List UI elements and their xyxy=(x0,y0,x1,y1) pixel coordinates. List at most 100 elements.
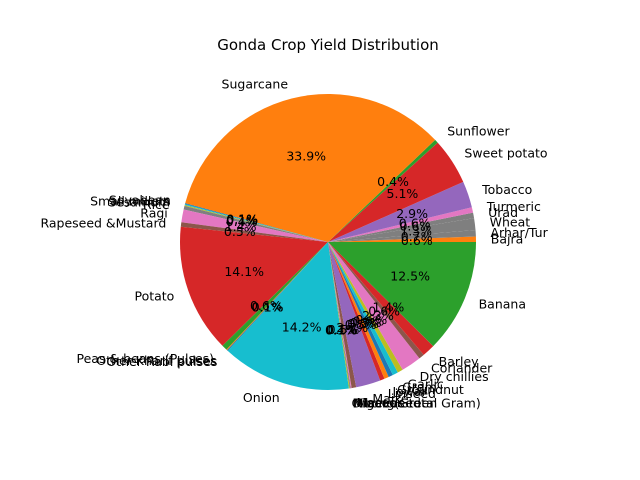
pie-percent-rapeseed-mustard: 0.5% xyxy=(224,224,256,239)
pie-label-tobacco: Tobacco xyxy=(481,182,532,197)
pie-label-maize: Maize xyxy=(372,391,408,406)
pie-label-urad: Urad xyxy=(488,205,518,220)
pie-label-peas-beans-pulses: Peas & beans (Pulses) xyxy=(77,351,215,366)
pie-percent-masoor: 0.5% xyxy=(328,322,360,337)
pie-slice-sugarcane xyxy=(185,93,436,243)
pie-percent-other-rabi-pulses: 0.1% xyxy=(252,300,284,315)
pie-label-potato: Potato xyxy=(134,288,174,303)
pie-slice-barley xyxy=(328,242,434,355)
pie-slice-wheat xyxy=(328,218,476,242)
pie-label-linseed: Linseed xyxy=(388,386,436,401)
pie-label-arhar-tur: Arhar/Tur xyxy=(491,225,549,240)
pie-slice-soyabean xyxy=(184,203,328,242)
pie-slice-peas-beans-pulses xyxy=(222,242,328,350)
pie-percent-arhar-tur: 0.7% xyxy=(401,229,433,244)
pie-percent-coriander: 0.6% xyxy=(368,303,400,318)
pie-slice-niger-seed xyxy=(328,242,352,389)
pie-slice-sesamum xyxy=(184,205,328,242)
pie-percent-wheat: 1.3% xyxy=(400,224,432,239)
pie-percent-sugarcane: 33.9% xyxy=(286,148,326,163)
pie-percent-bajra: 0.6% xyxy=(401,233,433,248)
pie-label-other-kharif-pulses: Other Kharif pulses xyxy=(96,353,216,368)
pie-label-jowar: Jowar xyxy=(391,384,427,399)
pie-label-ragi: Ragi xyxy=(140,206,167,221)
pie-percent-potato: 14.1% xyxy=(224,264,264,279)
pie-slice-gram xyxy=(328,242,398,376)
pie-percent-barley: 1.4% xyxy=(372,300,404,315)
pie-slice-maize xyxy=(328,242,381,388)
pie-label-sunflower: Sunflower xyxy=(447,124,510,139)
pie-slice-tobacco xyxy=(328,181,472,242)
chart-title: Gonda Crop Yield Distribution xyxy=(217,36,439,54)
pie-slice-small-millets xyxy=(184,204,328,242)
pie-slice-banana xyxy=(328,242,476,347)
pie-slice-urad xyxy=(328,212,475,242)
pie-label-masoor: Masoor xyxy=(357,395,403,410)
pie-percent-small-millets: 0.1% xyxy=(226,212,258,227)
pie-slice-arhar-tur xyxy=(328,230,476,242)
pie-label-rice: Rice xyxy=(143,197,170,212)
pie-slice-sweet-potato xyxy=(328,142,464,242)
pie-label-moong-green-gram: Moong(Green Gram) xyxy=(353,395,481,410)
pie-percent-ragi: 1.4% xyxy=(225,219,257,234)
pie-label-onion: Onion xyxy=(243,390,280,405)
pie-label-turmeric: Turmeric xyxy=(486,199,541,214)
pie-percent-linseed: 0.5% xyxy=(345,317,377,332)
pie-label-sweet-potato: Sweet potato xyxy=(464,146,547,161)
pie-label-dry-chillies: Dry chillies xyxy=(420,369,489,384)
pie-slice-dry-chillies xyxy=(328,242,420,370)
pie-label-banana: Banana xyxy=(479,296,526,311)
pie-percent-oilseeds-total: 0.1% xyxy=(325,322,357,337)
pie-label-gram: Gram xyxy=(402,379,437,394)
pie-percent-labels: 0.6%0.7%1.3%0.6%0.6%2.9%5.1%0.4%33.9%0.1… xyxy=(224,148,433,337)
pie-percent-dry-chillies: 2.2% xyxy=(362,308,394,323)
pie-percent-groundnut: 0.5% xyxy=(350,315,382,330)
pie-percent-niger-seed: 0.1% xyxy=(326,322,358,337)
pie-label-barley: Barley xyxy=(439,354,480,369)
pie-label-garlic: Garlic xyxy=(407,377,443,392)
pie-label-niger-seed: Niger seed xyxy=(354,395,421,410)
pie-percent-onion: 14.2% xyxy=(282,319,322,334)
pie-percent-banana: 12.5% xyxy=(390,268,430,283)
pie-slice-jowar xyxy=(328,242,389,379)
pie-percent-sunflower: 0.4% xyxy=(377,174,409,189)
pie-slice-coriander xyxy=(328,242,424,359)
pie-slice-potato xyxy=(179,226,328,346)
pie-percent-moong-green-gram: 0.1% xyxy=(325,322,357,337)
pie-percent-other-kharif-pulses: 0.1% xyxy=(251,299,283,314)
pie-percent-gram: 0.6% xyxy=(353,314,385,329)
pie-percent-jowar: 0.5% xyxy=(347,316,379,331)
pie-percent-turmeric: 0.6% xyxy=(399,215,431,230)
pie-label-wheat: Wheat xyxy=(490,215,531,230)
pie-percent-garlic: 0.6% xyxy=(355,312,387,327)
pie-slice-groundnut xyxy=(328,242,393,377)
pie-slice-onion xyxy=(227,242,349,390)
pie-label-soyabean: Soyabean xyxy=(109,192,171,207)
pie-slices xyxy=(179,93,477,390)
pie-slice-other-rabi-pulses xyxy=(227,242,328,351)
pie-slice-oilseeds-total xyxy=(328,242,350,389)
pie-percent-sweet-potato: 5.1% xyxy=(387,186,419,201)
pie-percent-urad: 0.6% xyxy=(399,219,431,234)
pie-slice-bajra xyxy=(328,236,477,242)
pie-slice-turmeric xyxy=(328,207,474,242)
pie-percent-maize: 2.7% xyxy=(336,320,368,335)
pie-label-other-rabi-pulses: Other Rabi pulses xyxy=(106,354,217,369)
pie-slice-rapeseed-mustard xyxy=(180,222,328,242)
pie-slice-ragi xyxy=(181,209,328,242)
pie-label-groundnut: Groundnut xyxy=(397,382,464,397)
pie-slice-rice xyxy=(183,205,328,242)
pie-label-coriander: Coriander xyxy=(431,361,493,376)
pie-label-bajra: Bajra xyxy=(491,231,524,246)
pie-percent-peas-beans-pulses: 0.6% xyxy=(250,298,282,313)
pie-percent-tobacco: 2.9% xyxy=(396,206,428,221)
pie-percent-sesamum: 0.1% xyxy=(226,213,258,228)
pie-label-sesamum: Sesamum xyxy=(108,194,170,209)
pie-slice-linseed xyxy=(328,242,385,381)
pie-slice-masoor xyxy=(328,242,357,389)
pie-slice-garlic xyxy=(328,242,403,373)
pie-label-small-millets: Small millets xyxy=(90,193,170,208)
